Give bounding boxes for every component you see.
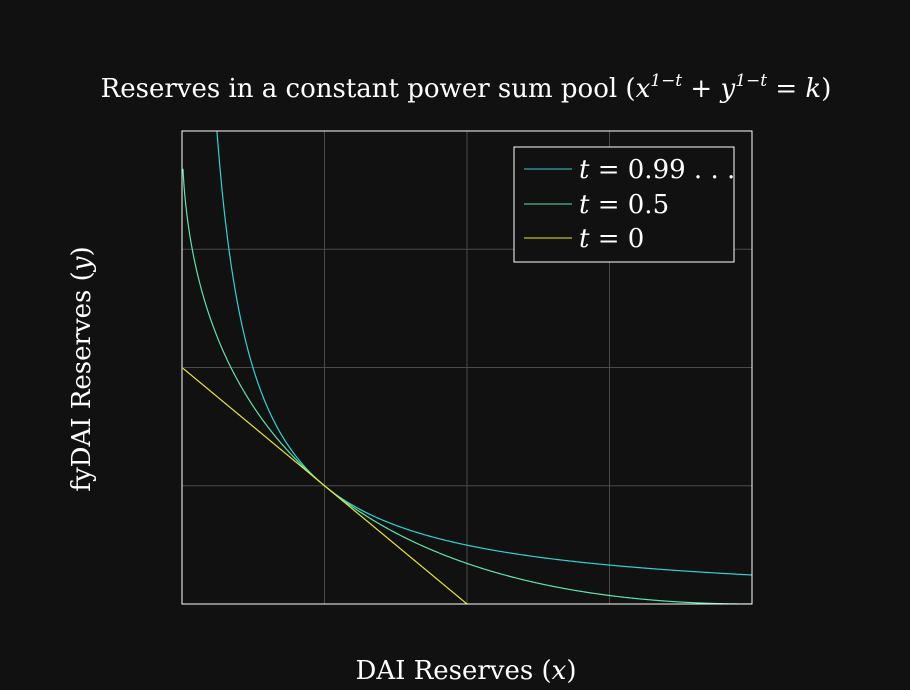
- y-axis-label: fyDAI Reserves (y): [67, 246, 97, 491]
- legend-label-t-0: t = 0: [579, 224, 644, 254]
- legend: t = 0.99 . . . t = 0.5 t = 0: [513, 146, 735, 263]
- series-layer: [182, 131, 752, 604]
- legend-label-t-0.5: t = 0.5: [579, 190, 669, 220]
- chart-title: Reserves in a constant power sum pool (x…: [101, 71, 832, 104]
- legend-label-t-0.99: t = 0.99 . . .: [579, 155, 735, 185]
- series-line-2: [182, 367, 468, 604]
- plot-frame: [181, 130, 753, 605]
- series-line-0: [216, 131, 752, 576]
- series-line-1: [182, 168, 752, 604]
- x-axis-label: DAI Reserves (x): [356, 656, 577, 686]
